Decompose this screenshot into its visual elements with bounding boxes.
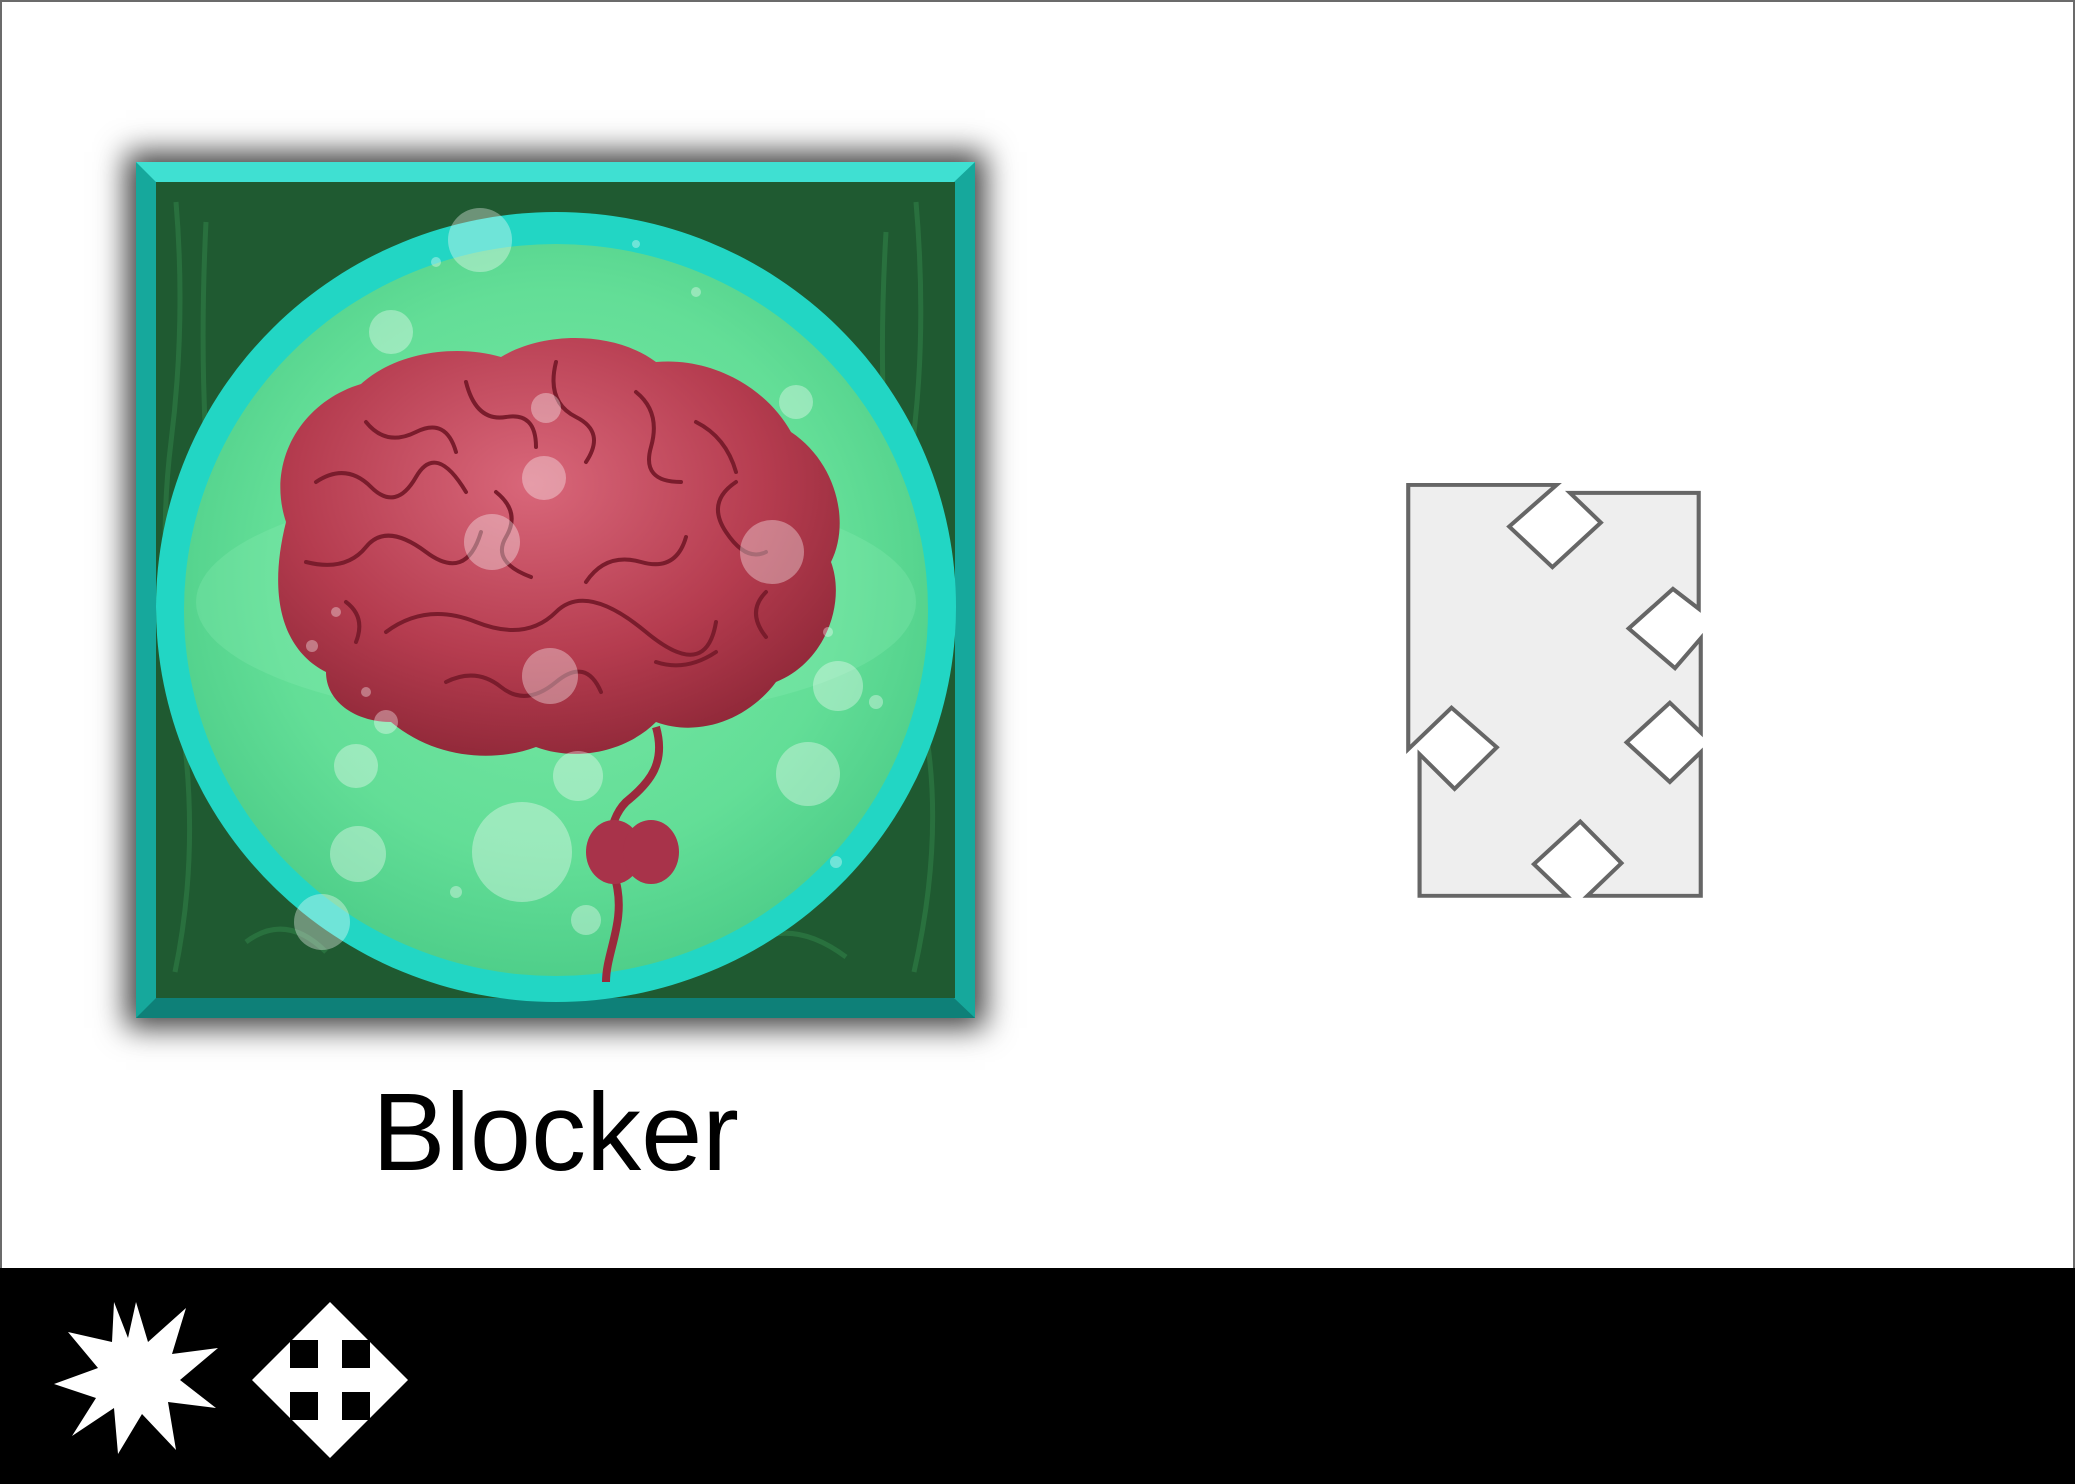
bubbles	[294, 208, 883, 950]
brain-shape	[278, 338, 840, 983]
move-cursor-icon	[1406, 482, 1703, 898]
card-label: Blocker	[372, 1071, 739, 1194]
brain-in-jar-icon	[136, 162, 975, 1018]
bottom-toolbar	[0, 1268, 2075, 1484]
move-arrows-icon[interactable]	[250, 1300, 410, 1460]
burst-icon[interactable]	[52, 1298, 220, 1456]
main-panel: Blocker	[0, 0, 2075, 1270]
blocker-card[interactable]	[136, 162, 975, 1018]
